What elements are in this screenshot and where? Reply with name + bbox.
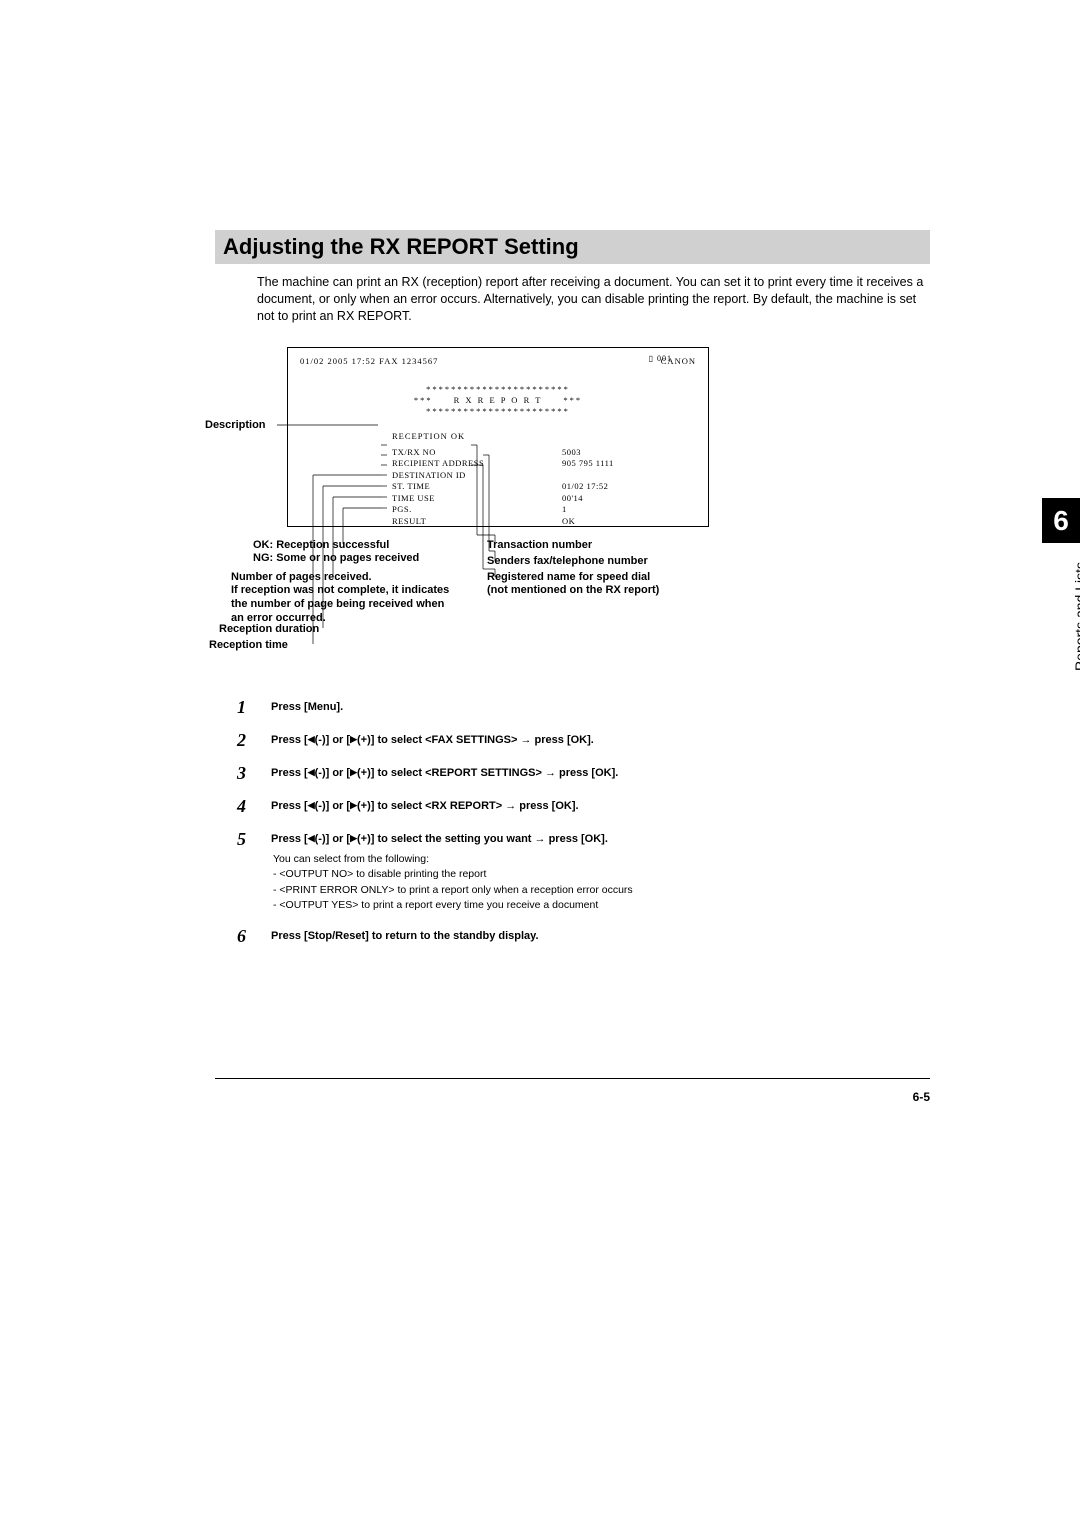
step-4-text: Press [◀(-)] or [▶(+)] to select <RX REP… [271, 800, 579, 812]
report-title: *** R X R E P O R T *** [300, 395, 696, 406]
step-2-text: Press [◀(-)] or [▶(+)] to select <FAX SE… [271, 734, 594, 746]
step-5-opt-2: - <OUTPUT YES> to print a report every t… [273, 898, 633, 914]
step-5-text: Press [◀(-)] or [▶(+)] to select the set… [271, 833, 608, 845]
f-timeuse-val: 00'14 [562, 493, 583, 504]
step-2: 2 Press [◀(-)] or [▶(+)] to select <FAX … [237, 730, 930, 751]
ann-ok-ng: OK: Reception successful NG: Some or no … [253, 539, 463, 567]
step-5-sub: You can select from the following: [273, 852, 633, 867]
section-title-bar: Adjusting the RX REPORT Setting [215, 230, 930, 264]
f-sttime-label: ST. TIME [392, 481, 522, 492]
f-txrx-val: 5003 [562, 447, 581, 458]
report-diagram: 01/02 2005 17:52 FAX 1234567 CANON ▯ 001… [215, 347, 930, 667]
chapter-tab: 6 [1042, 498, 1080, 543]
ann-duration: Reception duration [219, 623, 319, 637]
page-icon: ▯ 001 [649, 354, 672, 363]
report-header-left: 01/02 2005 17:52 FAX 1234567 [300, 356, 438, 366]
page-number: 6-5 [913, 1090, 930, 1104]
f-txrx-label: TX/RX NO [392, 447, 522, 458]
f-pgs-label: PGS. [392, 504, 522, 515]
f-pgs-val: 1 [562, 504, 567, 515]
footer-rule [215, 1078, 930, 1079]
stars-top: *********************** [300, 384, 696, 395]
f-result-val: OK [562, 516, 575, 527]
step-1: 1 Press [Menu]. [237, 697, 930, 718]
intro-paragraph: The machine can print an RX (reception) … [257, 274, 930, 325]
step-3: 3 Press [◀(-)] or [▶(+)] to select <REPO… [237, 763, 930, 784]
f-sttime-val: 01/02 17:52 [562, 481, 608, 492]
ann-time: Reception time [209, 639, 288, 653]
step-5: 5 Press [◀(-)] or [▶(+)] to select the s… [237, 829, 930, 914]
ann-pages: Number of pages received. If reception w… [231, 571, 451, 626]
step-5-opt-0: - <OUTPUT NO> to disable printing the re… [273, 867, 633, 883]
report-description: RECEPTION OK [392, 431, 696, 441]
step-6: 6 Press [Stop/Reset] to return to the st… [237, 926, 930, 947]
f-result-label: RESULT [392, 516, 522, 527]
ann-sender: Senders fax/telephone number [487, 555, 648, 569]
step-4: 4 Press [◀(-)] or [▶(+)] to select <RX R… [237, 796, 930, 817]
f-timeuse-label: TIME USE [392, 493, 522, 504]
ann-txno: Transaction number [487, 539, 592, 553]
rx-report-sample: 01/02 2005 17:52 FAX 1234567 CANON ▯ 001… [287, 347, 709, 527]
step-3-text: Press [◀(-)] or [▶(+)] to select <REPORT… [271, 767, 618, 779]
stars-bottom: *********************** [300, 406, 696, 417]
section-title: Adjusting the RX REPORT Setting [223, 234, 922, 260]
ann-regname: Registered name for speed dial (not ment… [487, 571, 717, 599]
ann-description: Description [205, 419, 266, 433]
chapter-side-label: Reports and Lists [1072, 562, 1080, 671]
f-dest-label: DESTINATION ID [392, 470, 522, 481]
steps-list: 1 Press [Menu]. 2 Press [◀(-)] or [▶(+)]… [237, 697, 930, 947]
step-5-opt-1: - <PRINT ERROR ONLY> to print a report o… [273, 883, 633, 899]
f-recip-val: 905 795 1111 [562, 458, 614, 469]
f-recip-label: RECIPIENT ADDRESS [392, 458, 522, 469]
